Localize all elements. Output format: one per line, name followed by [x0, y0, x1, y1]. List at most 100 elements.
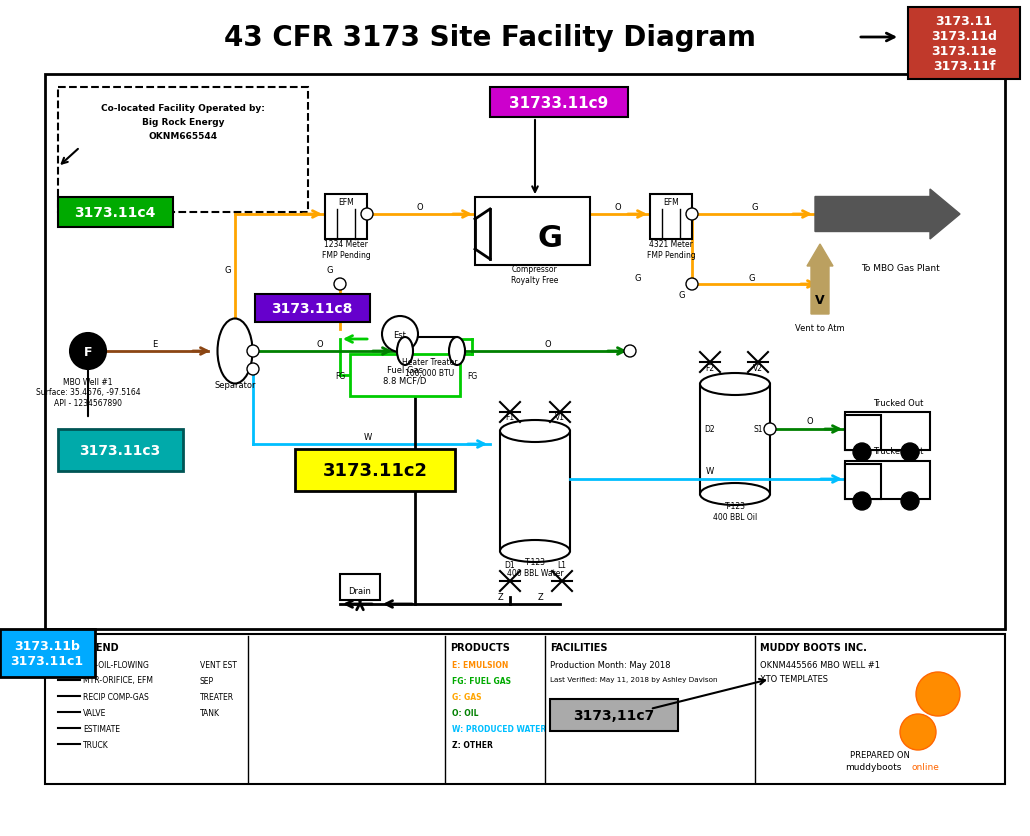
FancyArrow shape — [806, 245, 833, 314]
FancyBboxPatch shape — [58, 430, 183, 472]
Text: Trucked Out: Trucked Out — [872, 398, 923, 407]
Text: V1: V1 — [555, 413, 565, 422]
FancyBboxPatch shape — [255, 294, 370, 323]
Text: O: O — [615, 202, 621, 212]
FancyBboxPatch shape — [550, 699, 678, 732]
Circle shape — [360, 209, 373, 221]
Text: F2: F2 — [706, 363, 715, 372]
Ellipse shape — [500, 421, 570, 442]
Circle shape — [247, 345, 259, 358]
Text: To MBO Gas Plant: To MBO Gas Plant — [861, 263, 939, 273]
Text: O: OIL: O: OIL — [452, 707, 479, 716]
Text: FACILITIES: FACILITIES — [550, 642, 608, 652]
Text: Est: Est — [393, 330, 407, 339]
Text: online: online — [912, 762, 939, 772]
Text: Heater Treater
100,000 BTU: Heater Treater 100,000 BTU — [403, 358, 457, 377]
Text: 43 CFR 3173 Site Facility Diagram: 43 CFR 3173 Site Facility Diagram — [224, 24, 756, 52]
Text: OKNM665544: OKNM665544 — [148, 131, 217, 140]
Text: G: G — [679, 290, 685, 299]
Circle shape — [900, 714, 936, 750]
Ellipse shape — [700, 374, 770, 395]
FancyBboxPatch shape — [405, 338, 457, 365]
Text: XTO TEMPLATES: XTO TEMPLATES — [760, 675, 828, 684]
Text: S1: S1 — [753, 425, 763, 434]
Circle shape — [916, 672, 960, 716]
Text: G: G — [327, 265, 334, 274]
Text: 3173.11
3173.11d
3173.11e
3173.11f: 3173.11 3173.11d 3173.11e 3173.11f — [931, 15, 997, 73]
Circle shape — [382, 317, 418, 353]
Text: Separator: Separator — [214, 380, 255, 389]
Text: FG: FUEL GAS: FG: FUEL GAS — [452, 675, 511, 685]
Text: V2: V2 — [753, 363, 763, 372]
Text: W: W — [706, 467, 714, 476]
Text: EFM: EFM — [338, 197, 354, 206]
Text: E: E — [152, 339, 158, 348]
Text: Z: Z — [497, 592, 503, 601]
Text: 3173.11c2: 3173.11c2 — [322, 461, 427, 479]
Ellipse shape — [397, 338, 413, 365]
Ellipse shape — [449, 338, 465, 365]
Text: O: O — [806, 417, 814, 426]
Text: O: O — [417, 202, 423, 212]
Ellipse shape — [217, 319, 252, 384]
Text: Production Month: May 2018: Production Month: May 2018 — [550, 660, 671, 669]
Text: Z: OTHER: Z: OTHER — [452, 740, 493, 748]
Text: G: G — [749, 273, 755, 283]
Text: 1234 Meter
FMP Pending: 1234 Meter FMP Pending — [321, 240, 371, 259]
Circle shape — [70, 334, 106, 370]
Text: V: V — [815, 293, 825, 306]
Text: Big Rock Energy: Big Rock Energy — [142, 117, 225, 126]
Text: G: G — [225, 265, 232, 274]
Circle shape — [247, 364, 259, 375]
Circle shape — [764, 424, 776, 436]
Text: TREATER: TREATER — [200, 691, 234, 701]
Text: 3173.11c4: 3173.11c4 — [74, 206, 156, 220]
Text: 4321 Meter
FMP Pending: 4321 Meter FMP Pending — [647, 240, 695, 259]
FancyBboxPatch shape — [58, 198, 173, 227]
Circle shape — [853, 443, 871, 461]
FancyBboxPatch shape — [845, 412, 930, 451]
FancyBboxPatch shape — [500, 431, 570, 551]
FancyBboxPatch shape — [845, 461, 930, 499]
Text: Last Verified: May 11, 2018 by Ashley Davison: Last Verified: May 11, 2018 by Ashley Da… — [550, 676, 718, 682]
FancyBboxPatch shape — [350, 354, 460, 396]
Text: Vent to Atm: Vent to Atm — [795, 323, 845, 332]
FancyBboxPatch shape — [845, 465, 881, 499]
Text: G: GAS: G: GAS — [452, 691, 481, 701]
FancyBboxPatch shape — [0, 630, 95, 677]
Ellipse shape — [700, 483, 770, 506]
Text: muddyboots: muddyboots — [845, 762, 901, 772]
Text: TRUCK: TRUCK — [83, 740, 109, 748]
Text: F: F — [83, 345, 93, 358]
Text: FG: FG — [335, 371, 345, 380]
Text: Fuel Gas
8.8 MCF/D: Fuel Gas 8.8 MCF/D — [383, 366, 426, 385]
FancyBboxPatch shape — [845, 415, 881, 451]
Text: WH-OIL-FLOWING: WH-OIL-FLOWING — [83, 660, 150, 669]
Text: Drain: Drain — [348, 587, 372, 596]
FancyBboxPatch shape — [45, 635, 1005, 784]
Text: 3173.11c3: 3173.11c3 — [79, 443, 161, 457]
Text: SEP: SEP — [200, 675, 214, 685]
Text: MTR-ORIFICE, EFM: MTR-ORIFICE, EFM — [83, 675, 153, 685]
Text: 3173.11b
3173.11c1: 3173.11b 3173.11c1 — [10, 640, 83, 667]
Text: TANK: TANK — [200, 707, 220, 716]
FancyBboxPatch shape — [475, 198, 590, 266]
Circle shape — [901, 492, 919, 511]
Text: W: PRODUCED WATER: W: PRODUCED WATER — [452, 724, 546, 732]
Text: Co-located Facility Operated by:: Co-located Facility Operated by: — [101, 104, 265, 112]
Text: Trucked Out: Trucked Out — [872, 447, 923, 456]
Circle shape — [334, 278, 346, 291]
Text: Compressor
Royalty Free: Compressor Royalty Free — [511, 265, 558, 284]
Circle shape — [853, 492, 871, 511]
FancyBboxPatch shape — [650, 195, 692, 240]
Text: O: O — [316, 339, 323, 348]
FancyBboxPatch shape — [700, 385, 770, 494]
Text: MUDDY BOOTS INC.: MUDDY BOOTS INC. — [760, 642, 867, 652]
FancyArrow shape — [815, 190, 960, 240]
FancyBboxPatch shape — [295, 450, 455, 492]
Text: 31733.11c9: 31733.11c9 — [510, 95, 609, 110]
FancyBboxPatch shape — [325, 195, 367, 240]
Text: LEGEND: LEGEND — [75, 642, 118, 652]
Text: G: G — [752, 202, 758, 212]
Circle shape — [901, 443, 919, 461]
